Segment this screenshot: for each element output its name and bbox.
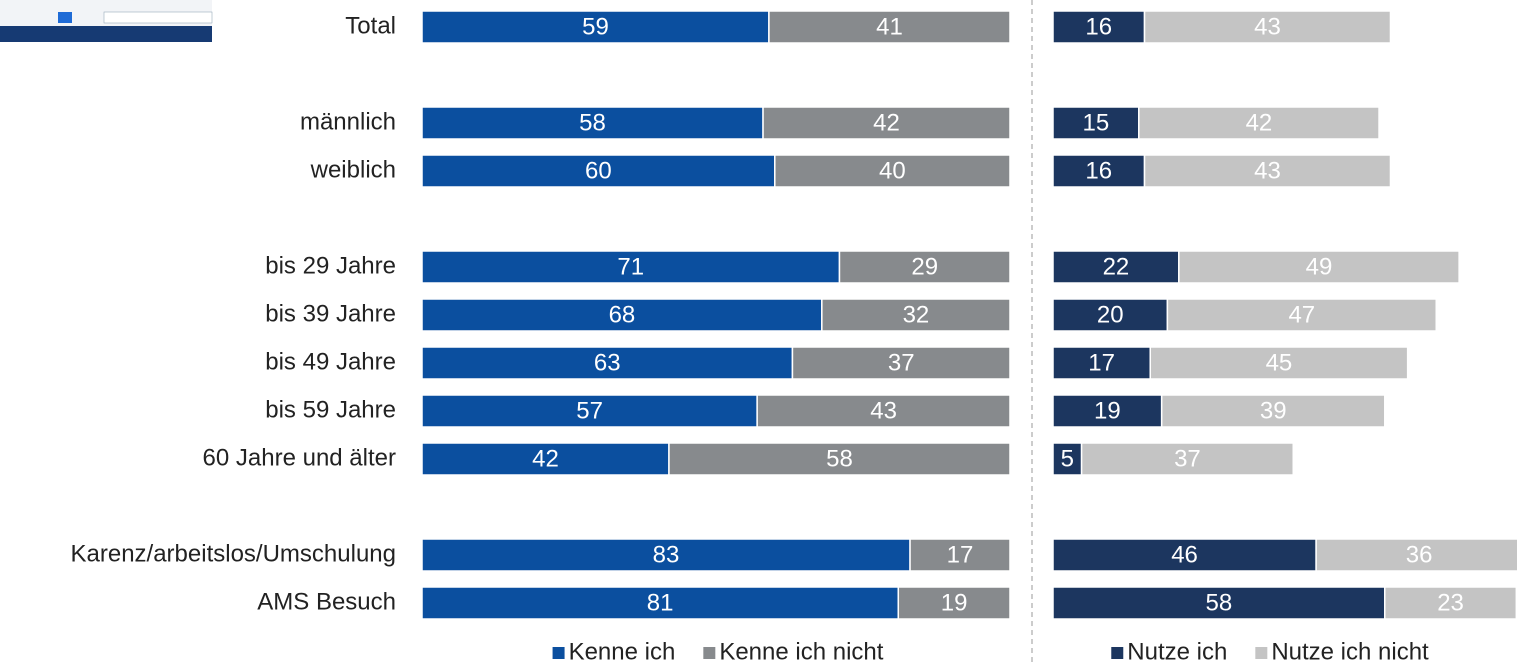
value-label: 47 <box>1288 301 1315 328</box>
value-label: 5 <box>1061 445 1074 472</box>
value-label: 58 <box>1206 589 1233 616</box>
value-label: 42 <box>1246 109 1273 136</box>
category-label: Total <box>345 12 396 39</box>
value-label: 39 <box>1260 397 1287 424</box>
value-label: 16 <box>1085 13 1112 40</box>
thumbnail-search <box>104 12 212 23</box>
legend-label: Nutze ich <box>1127 638 1227 665</box>
value-label: 17 <box>947 541 974 568</box>
value-label: 41 <box>876 13 903 40</box>
category-label: Karenz/arbeitslos/Umschulung <box>71 540 397 567</box>
value-label: 60 <box>585 157 612 184</box>
legend-marker <box>1111 647 1123 659</box>
category-label: bis 49 Jahre <box>265 348 396 375</box>
legend-label: Nutze ich nicht <box>1271 638 1429 665</box>
value-label: 45 <box>1266 349 1293 376</box>
legend-marker <box>1255 647 1267 659</box>
value-label: 16 <box>1085 157 1112 184</box>
value-label: 42 <box>873 109 900 136</box>
value-label: 49 <box>1306 253 1333 280</box>
value-label: 43 <box>1254 157 1281 184</box>
value-label: 46 <box>1171 541 1198 568</box>
category-label: AMS Besuch <box>257 588 396 615</box>
value-label: 58 <box>579 109 606 136</box>
thumbnail-nav <box>0 26 212 42</box>
value-label: 29 <box>911 253 938 280</box>
value-label: 43 <box>870 397 897 424</box>
value-label: 17 <box>1088 349 1115 376</box>
category-label: bis 39 Jahre <box>265 300 396 327</box>
value-label: 36 <box>1406 541 1433 568</box>
value-label: 68 <box>609 301 636 328</box>
legend-label: Kenne ich nicht <box>719 638 883 665</box>
value-label: 63 <box>594 349 621 376</box>
legend-label: Kenne ich <box>569 638 676 665</box>
value-label: 19 <box>1094 397 1121 424</box>
value-label: 71 <box>617 253 644 280</box>
value-label: 23 <box>1437 589 1464 616</box>
category-label: weiblich <box>310 156 396 183</box>
value-label: 37 <box>1174 445 1201 472</box>
thumbnail-button <box>58 12 72 23</box>
value-label: 57 <box>576 397 603 424</box>
category-label: bis 29 Jahre <box>265 252 396 279</box>
value-label: 42 <box>532 445 559 472</box>
value-label: 59 <box>582 13 609 40</box>
category-label: bis 59 Jahre <box>265 396 396 423</box>
legend-marker <box>553 647 565 659</box>
value-label: 22 <box>1103 253 1130 280</box>
screenshot-thumbnail <box>0 0 212 42</box>
value-label: 43 <box>1254 13 1281 40</box>
value-label: 37 <box>888 349 915 376</box>
chart: Total männlich weiblich bis 29 Jahre bis 39 … <box>0 0 1517 666</box>
value-label: 58 <box>826 445 853 472</box>
value-label: 15 <box>1083 109 1110 136</box>
value-label: 40 <box>879 157 906 184</box>
value-label: 20 <box>1097 301 1124 328</box>
value-label: 32 <box>903 301 930 328</box>
category-label: männlich <box>300 108 396 135</box>
category-label: 60 Jahre und älter <box>203 444 396 471</box>
value-label: 19 <box>941 589 968 616</box>
value-label: 81 <box>647 589 674 616</box>
legend-marker <box>703 647 715 659</box>
value-label: 83 <box>653 541 680 568</box>
